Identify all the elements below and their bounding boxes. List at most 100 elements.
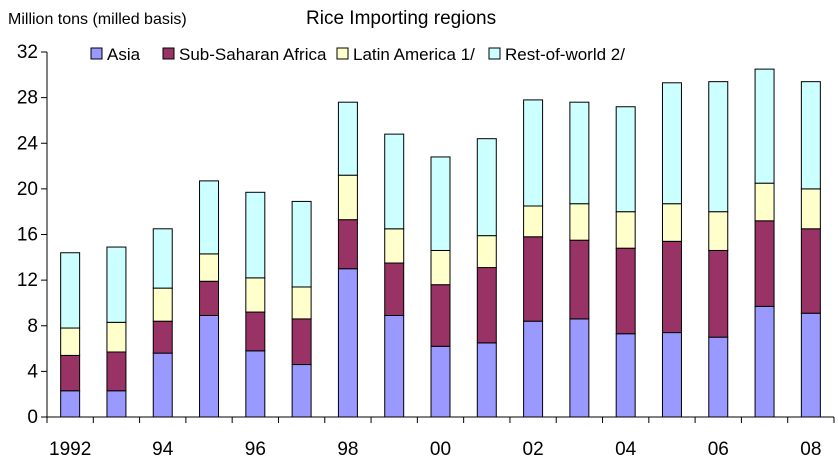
bar-segment-sub-saharan-africa-99 (384, 262, 405, 316)
bar-segment-asia-08 (800, 312, 821, 418)
bar-segment-sub-saharan-africa-97 (291, 318, 312, 366)
bar-segment-sub-saharan-africa-01 (476, 267, 497, 344)
bar-segment-rest-of-world-2-96 (245, 191, 266, 279)
bar-segment-latin-america-1-94 (152, 287, 173, 322)
legend-swatch (336, 47, 349, 60)
bar-segment-rest-of-world-2-00 (430, 156, 451, 251)
legend-swatch (488, 47, 501, 60)
bar-segment-asia-01 (476, 342, 497, 418)
legend-label: Latin America 1/ (353, 45, 475, 64)
x-tick-label: 08 (800, 439, 821, 460)
bar-segment-asia-07 (754, 305, 775, 418)
x-tick-label: 06 (708, 439, 729, 460)
x-tick-label: 00 (430, 439, 451, 460)
bar-segment-rest-of-world-2-07 (754, 68, 775, 184)
bar-segment-rest-of-world-2-99 (384, 133, 405, 230)
bar-segment-asia-04 (615, 333, 636, 418)
bar-segment-latin-america-1-1992 (60, 327, 81, 356)
bar-segment-rest-of-world-2-97 (291, 200, 312, 288)
bar-segment-rest-of-world-2-08 (800, 81, 821, 190)
bar-segment-latin-america-1-93 (106, 321, 127, 353)
bar-segment-latin-america-1-08 (800, 188, 821, 230)
bar-segment-latin-america-1-04 (615, 211, 636, 249)
bar-segment-asia-03 (569, 318, 590, 418)
chart-title: Rice Importing regions (306, 8, 496, 29)
bar-segment-asia-00 (430, 345, 451, 418)
y-tick-label: 28 (17, 88, 38, 109)
legend-label: Rest-of-world 2/ (505, 45, 625, 64)
bar-segment-asia-99 (384, 314, 405, 418)
x-tick-label: 02 (523, 439, 544, 460)
bar-segment-latin-america-1-00 (430, 249, 451, 286)
legend: Asia Sub-Saharan Africa Latin America 1/Re… (90, 45, 625, 64)
bar-segment-asia-97 (291, 364, 312, 418)
bar-segment-latin-america-1-06 (708, 211, 729, 251)
bar-segment-latin-america-1-02 (523, 205, 544, 238)
bar-segment-sub-saharan-africa-07 (754, 220, 775, 307)
legend-swatch (162, 47, 175, 60)
bar-segment-asia-05 (661, 332, 682, 418)
bar-segment-rest-of-world-2-03 (569, 101, 590, 205)
bar-segment-latin-america-1-07 (754, 182, 775, 222)
bar-segment-latin-america-1-97 (291, 286, 312, 320)
y-axis-label: Million tons (milled basis) (8, 11, 187, 28)
bar-segment-latin-america-1-98 (337, 174, 358, 221)
bar-segment-asia-96 (245, 350, 266, 418)
x-tick-label: 98 (337, 439, 358, 460)
bar-segment-asia-06 (708, 336, 729, 418)
bar-segment-sub-saharan-africa-98 (337, 219, 358, 270)
bar-segment-latin-america-1-01 (476, 235, 497, 269)
bar-segment-latin-america-1-96 (245, 277, 266, 313)
legend-swatch (90, 47, 103, 60)
bar-segment-rest-of-world-2-98 (337, 101, 358, 176)
bar-segment-sub-saharan-africa-94 (152, 320, 173, 354)
bar-segment-rest-of-world-2-93 (106, 246, 127, 323)
y-tick-label: 4 (27, 361, 38, 382)
bar-segment-asia-02 (523, 320, 544, 418)
y-tick-label: 12 (17, 270, 38, 291)
bar-segment-asia-95 (199, 314, 220, 418)
bar-segment-rest-of-world-2-1992 (60, 252, 81, 329)
y-tick-label: 8 (27, 316, 38, 337)
y-tick-label: 16 (17, 225, 38, 246)
y-tick-label: 0 (27, 407, 38, 428)
bar-segment-sub-saharan-africa-00 (430, 284, 451, 347)
bar-segment-sub-saharan-africa-02 (523, 236, 544, 322)
bar-segment-latin-america-1-03 (569, 203, 590, 241)
bar-segment-rest-of-world-2-05 (661, 82, 682, 205)
bar-segment-latin-america-1-05 (661, 203, 682, 242)
bar-segment-latin-america-1-95 (199, 253, 220, 282)
bar-segment-rest-of-world-2-95 (199, 180, 220, 255)
bar-segment-rest-of-world-2-94 (152, 228, 173, 289)
bar-segment-rest-of-world-2-02 (523, 99, 544, 207)
x-tick-label: 1992 (49, 439, 91, 460)
y-tick-label: 32 (17, 42, 38, 63)
bar-segment-asia-94 (152, 352, 173, 418)
bar-segment-asia-93 (106, 390, 127, 418)
bar-segment-rest-of-world-2-01 (476, 138, 497, 237)
bars-layer (60, 68, 821, 418)
y-tick-label: 24 (17, 133, 39, 154)
bar-segment-sub-saharan-africa-04 (615, 247, 636, 335)
bar-segment-rest-of-world-2-04 (615, 106, 636, 213)
x-tick-label: 04 (615, 439, 637, 460)
bar-segment-latin-america-1-99 (384, 228, 405, 264)
bar-segment-sub-saharan-africa-06 (708, 249, 729, 338)
x-tick-label: 96 (245, 439, 266, 460)
bar-segment-sub-saharan-africa-96 (245, 311, 266, 352)
bar-segment-sub-saharan-africa-03 (569, 239, 590, 320)
bar-segment-sub-saharan-africa-08 (800, 228, 821, 314)
legend-label: Asia (107, 45, 141, 64)
bar-segment-sub-saharan-africa-05 (661, 240, 682, 334)
y-tick-label: 20 (17, 179, 38, 200)
bar-segment-sub-saharan-africa-93 (106, 351, 127, 392)
bar-segment-sub-saharan-africa-95 (199, 280, 220, 316)
bar-segment-asia-1992 (60, 390, 81, 418)
bar-segment-sub-saharan-africa-1992 (60, 354, 81, 392)
legend-label: Sub-Saharan Africa (179, 45, 327, 64)
x-tick-label: 94 (152, 439, 174, 460)
bar-segment-asia-98 (337, 268, 358, 418)
